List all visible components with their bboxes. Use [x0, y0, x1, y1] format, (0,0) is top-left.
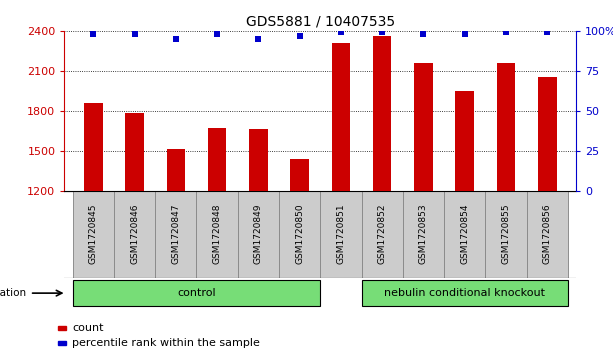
Bar [249, 129, 268, 191]
Text: GSM1720847: GSM1720847 [171, 204, 180, 264]
Text: GSM1720851: GSM1720851 [337, 204, 346, 265]
Bar [167, 149, 185, 191]
Point [171, 36, 181, 42]
Bar [538, 77, 557, 191]
Text: GSM1720854: GSM1720854 [460, 204, 470, 264]
Bar [455, 91, 474, 191]
Bar [373, 36, 392, 191]
Bar [485, 191, 527, 278]
Bar [72, 191, 114, 278]
Bar [527, 191, 568, 278]
Text: GSM1720850: GSM1720850 [295, 204, 304, 265]
Bar [114, 191, 155, 278]
Text: genotype/variation: genotype/variation [0, 288, 26, 298]
Bar [58, 341, 66, 346]
Bar [403, 191, 444, 278]
Bar [291, 159, 309, 191]
Bar [497, 63, 516, 191]
Text: control: control [177, 288, 216, 298]
Bar [444, 191, 485, 278]
Text: count: count [72, 323, 104, 333]
Point [501, 29, 511, 35]
FancyBboxPatch shape [362, 280, 568, 306]
Bar [196, 191, 238, 278]
Point [543, 29, 552, 35]
Bar [125, 113, 144, 191]
Text: GSM1720845: GSM1720845 [89, 204, 97, 264]
Bar [84, 103, 102, 191]
Bar [332, 43, 350, 191]
Point [88, 31, 98, 37]
Text: GSM1720849: GSM1720849 [254, 204, 263, 264]
Text: percentile rank within the sample: percentile rank within the sample [72, 338, 260, 348]
Text: GSM1720856: GSM1720856 [543, 204, 552, 265]
Point [378, 29, 387, 35]
Point [253, 36, 263, 42]
Title: GDS5881 / 10407535: GDS5881 / 10407535 [246, 14, 395, 28]
Bar [414, 63, 433, 191]
Point [460, 31, 470, 37]
Text: GSM1720848: GSM1720848 [213, 204, 221, 264]
Text: GSM1720855: GSM1720855 [501, 204, 511, 265]
Bar [279, 191, 320, 278]
Text: GSM1720852: GSM1720852 [378, 204, 387, 264]
Point [129, 31, 139, 37]
Bar [208, 128, 226, 191]
Point [336, 29, 346, 35]
Text: GSM1720853: GSM1720853 [419, 204, 428, 265]
Text: GSM1720846: GSM1720846 [130, 204, 139, 264]
Bar [58, 326, 66, 330]
FancyBboxPatch shape [72, 280, 321, 306]
Point [295, 33, 305, 38]
Bar [155, 191, 196, 278]
Bar [362, 191, 403, 278]
Text: nebulin conditional knockout: nebulin conditional knockout [384, 288, 546, 298]
Bar [320, 191, 362, 278]
Point [212, 31, 222, 37]
Point [419, 31, 428, 37]
Bar [238, 191, 279, 278]
